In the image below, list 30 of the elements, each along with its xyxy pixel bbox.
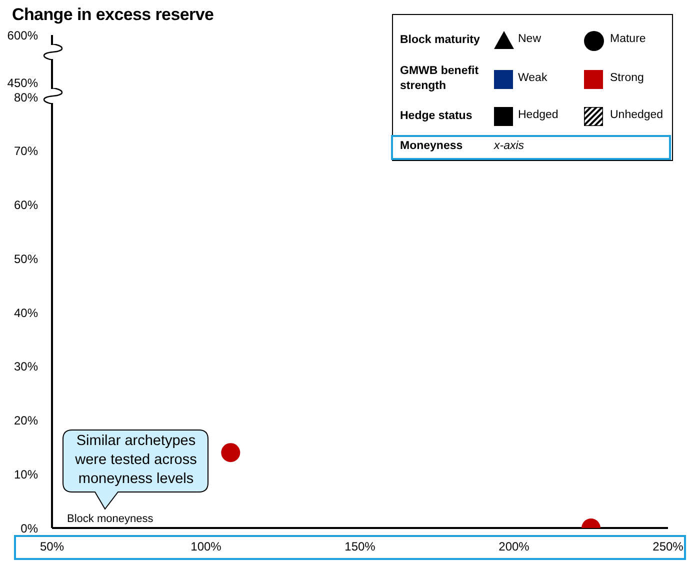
annotation: Unhedged: [610, 109, 664, 121]
x-axis-title: Block moneyness: [67, 513, 154, 525]
x-tick-label: 150%: [344, 540, 376, 554]
annotation: Hedged: [518, 109, 558, 121]
x-tick-label: 50%: [40, 540, 64, 554]
y-tick-label: 600%: [7, 28, 38, 42]
chart-title: Change in excess reserve: [12, 5, 214, 25]
annotation: Strong: [610, 72, 644, 84]
annotation: Hedge status: [400, 109, 474, 124]
y-tick-label: 80%: [14, 90, 38, 104]
annotation: Weak: [518, 72, 548, 84]
y-tick-label: 450%: [7, 76, 38, 90]
y-tick-label: 70%: [14, 144, 38, 158]
x-tick-label: 250%: [652, 540, 684, 554]
x-tick-label: 200%: [498, 540, 530, 554]
y-tick-label: 60%: [14, 198, 38, 212]
annotation: x-axis: [494, 140, 524, 152]
y-tick-label: 40%: [14, 306, 38, 320]
annotation: Moneyness: [400, 140, 463, 152]
annotation: Block maturity: [400, 33, 481, 48]
y-tick-label: 10%: [14, 467, 38, 482]
y-tick-label: 20%: [14, 414, 38, 428]
x-tick-label: 100%: [190, 540, 222, 554]
y-tick-label: 50%: [14, 252, 38, 266]
annotation: Similar archetypes were tested across moneyness levels: [74, 432, 198, 489]
annotation: Mature: [610, 33, 646, 45]
annotation: GMWB benefit strength: [400, 64, 480, 94]
annotation: New: [518, 33, 542, 45]
y-tick-label: 0%: [20, 521, 38, 536]
y-tick-label: 30%: [14, 360, 38, 374]
